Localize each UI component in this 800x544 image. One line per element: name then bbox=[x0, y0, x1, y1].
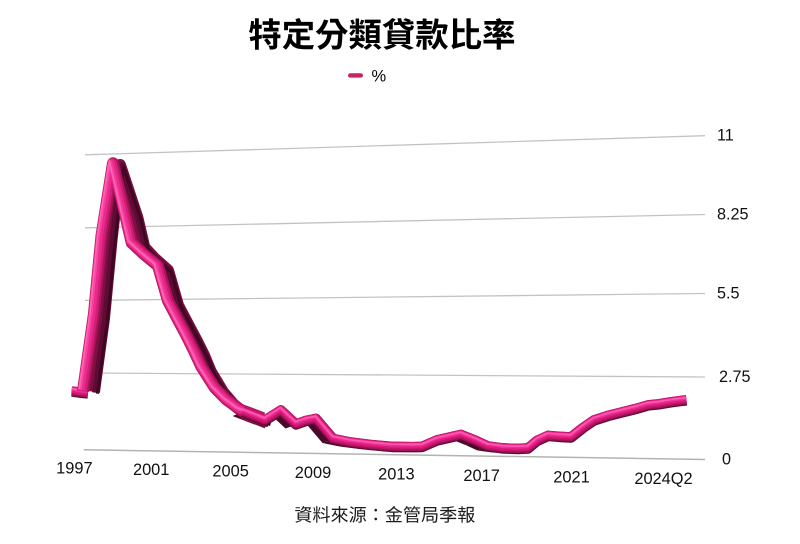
svg-text:8.25: 8.25 bbox=[717, 205, 749, 223]
svg-text:2.75: 2.75 bbox=[719, 368, 751, 386]
svg-text:2021: 2021 bbox=[553, 468, 589, 486]
svg-text:%: % bbox=[372, 67, 387, 85]
svg-text:11: 11 bbox=[717, 127, 734, 145]
svg-text:0: 0 bbox=[722, 450, 731, 468]
svg-text:2001: 2001 bbox=[133, 461, 169, 479]
svg-text:2024Q2: 2024Q2 bbox=[634, 470, 692, 488]
svg-text:2017: 2017 bbox=[463, 467, 499, 485]
svg-text:2005: 2005 bbox=[212, 462, 248, 480]
svg-text:2013: 2013 bbox=[378, 465, 414, 483]
svg-text:2009: 2009 bbox=[295, 464, 331, 482]
svg-text:5.5: 5.5 bbox=[717, 284, 740, 302]
svg-text:1997: 1997 bbox=[56, 460, 92, 478]
